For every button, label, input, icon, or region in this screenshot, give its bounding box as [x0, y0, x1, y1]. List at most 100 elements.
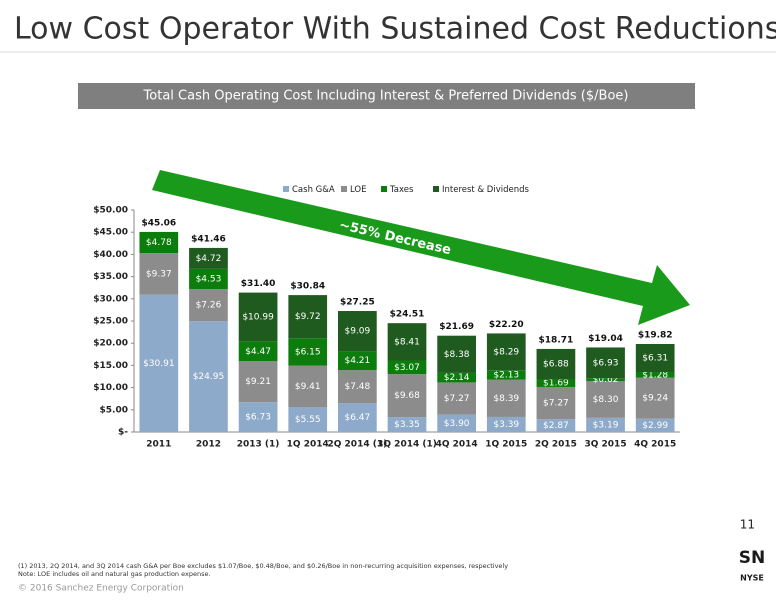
bar-segment [486, 333, 526, 371]
bar-segment [139, 294, 179, 432]
bar-segment [635, 377, 675, 419]
bar-segment [238, 341, 278, 362]
segment-label: $2.87 [543, 421, 569, 431]
segment-label: $4.78 [146, 238, 172, 248]
page-number: 11 [740, 518, 755, 532]
segment-label: $3.35 [394, 420, 420, 430]
bar-segment [139, 253, 179, 295]
y-tick-label: $20.00 [93, 339, 128, 349]
segment-label: $8.39 [493, 394, 519, 404]
segment-label: $10.99 [242, 312, 274, 322]
legend-swatch [433, 186, 439, 192]
legend-label: Taxes [389, 185, 414, 195]
bar-segment [189, 268, 228, 289]
legend-swatch [341, 186, 347, 192]
bar-segment [536, 419, 576, 432]
bar-segment [387, 417, 427, 432]
bar-segment [189, 247, 228, 269]
total-label: $19.82 [638, 330, 673, 340]
bar-segment [437, 382, 476, 415]
bar-segment [486, 416, 526, 432]
segment-label: $3.90 [444, 419, 470, 429]
total-label: $22.20 [489, 320, 524, 330]
segment-label: $2.14 [444, 373, 470, 383]
segment-label: $6.93 [593, 358, 619, 368]
segment-label: $30.91 [143, 359, 175, 369]
bar-segment [189, 288, 228, 322]
x-tick-label: 2012 [196, 440, 221, 450]
segment-label: $6.31 [642, 354, 668, 364]
x-tick-label: 1Q 2015 [485, 440, 527, 450]
x-tick-label: 2Q 2015 [535, 440, 577, 450]
segment-label: $24.95 [193, 372, 225, 382]
y-tick-label: $15.00 [93, 361, 128, 371]
bar-segment [486, 370, 526, 380]
total-label: $31.40 [241, 279, 276, 289]
segment-label: $3.07 [394, 363, 420, 373]
y-tick-label: $40.00 [93, 250, 128, 260]
slide-title: Low Cost Operator With Sustained Cost Re… [14, 12, 776, 47]
segment-label: $3.39 [493, 420, 519, 430]
decrease-arrow [152, 170, 690, 325]
chart-title: Total Cash Operating Cost Including Inte… [143, 89, 629, 104]
segment-label: $4.53 [196, 274, 222, 284]
copyright: © 2016 Sanchez Energy Corporation [18, 584, 184, 594]
segment-label: $7.27 [543, 399, 569, 409]
bar-segment [536, 348, 576, 380]
segment-label: $9.24 [642, 394, 668, 404]
segment-label: $8.30 [593, 395, 619, 405]
segment-label: $7.27 [444, 394, 470, 404]
footnote: (1) 2013, 2Q 2014, and 3Q 2014 cash G&A … [18, 562, 508, 570]
bar-segment [238, 292, 278, 342]
bar-segment [586, 378, 625, 381]
bar-segment [387, 374, 427, 418]
y-tick-label: $45.00 [93, 228, 128, 238]
legend-label: LOE [350, 185, 367, 195]
plot: $- $5.00 $10.00 $15.00 $20.00 $25.00 $30.00 $35… [93, 185, 680, 450]
segment-label: $0.62 [593, 375, 619, 385]
bar-segment [635, 418, 675, 432]
x-tick-label: 2013 (1) [237, 440, 280, 450]
bar-segment [536, 379, 576, 387]
total-label: $24.51 [390, 310, 425, 320]
segment-label: $7.26 [196, 301, 222, 311]
segment-label: $8.29 [493, 347, 519, 357]
y-tick-label: $5.00 [100, 405, 128, 415]
bar-segment [437, 335, 476, 373]
segment-label: $7.48 [344, 382, 370, 392]
segment-label: $8.38 [444, 350, 470, 360]
y-tick-label: $10.00 [93, 383, 128, 393]
segment-label: $4.21 [344, 356, 370, 366]
total-label: $27.25 [340, 298, 375, 308]
y-tick-label: $50.00 [93, 206, 128, 216]
bar-segment [536, 386, 576, 420]
legend-label: Cash G&A [292, 185, 335, 195]
bar-segment [586, 347, 625, 379]
y-tick-label: $25.00 [93, 317, 128, 327]
bar-segment [486, 379, 526, 417]
legend-swatch [381, 186, 387, 192]
x-tick-label: 4Q 2014 [436, 440, 478, 450]
x-tick-label: 2011 [146, 440, 171, 450]
x-tick-label: 3Q 2014 (1) [377, 440, 437, 450]
bar-segment [338, 370, 377, 404]
bar-segment [288, 295, 328, 339]
segment-label: $4.72 [196, 254, 222, 264]
segment-label: $3.19 [593, 420, 619, 430]
x-tick-label: 4Q 2015 [634, 440, 676, 450]
segment-label: $4.47 [245, 347, 271, 357]
legend-label: Interest & Dividends [442, 185, 529, 195]
y-tick-label: $35.00 [93, 272, 128, 282]
logo-exchange: NYSE [740, 574, 764, 583]
logo-ticker: SN [739, 548, 765, 568]
legend-swatch [283, 186, 289, 192]
bar-segment [338, 351, 377, 371]
bar-segment [338, 311, 377, 352]
x-tick-label: 3Q 2015 [584, 440, 626, 450]
bar-segment [586, 380, 625, 418]
bar-segment [238, 361, 278, 403]
segment-label: $9.37 [146, 269, 172, 279]
bar-segment [635, 372, 675, 378]
bar-segment [338, 403, 377, 432]
